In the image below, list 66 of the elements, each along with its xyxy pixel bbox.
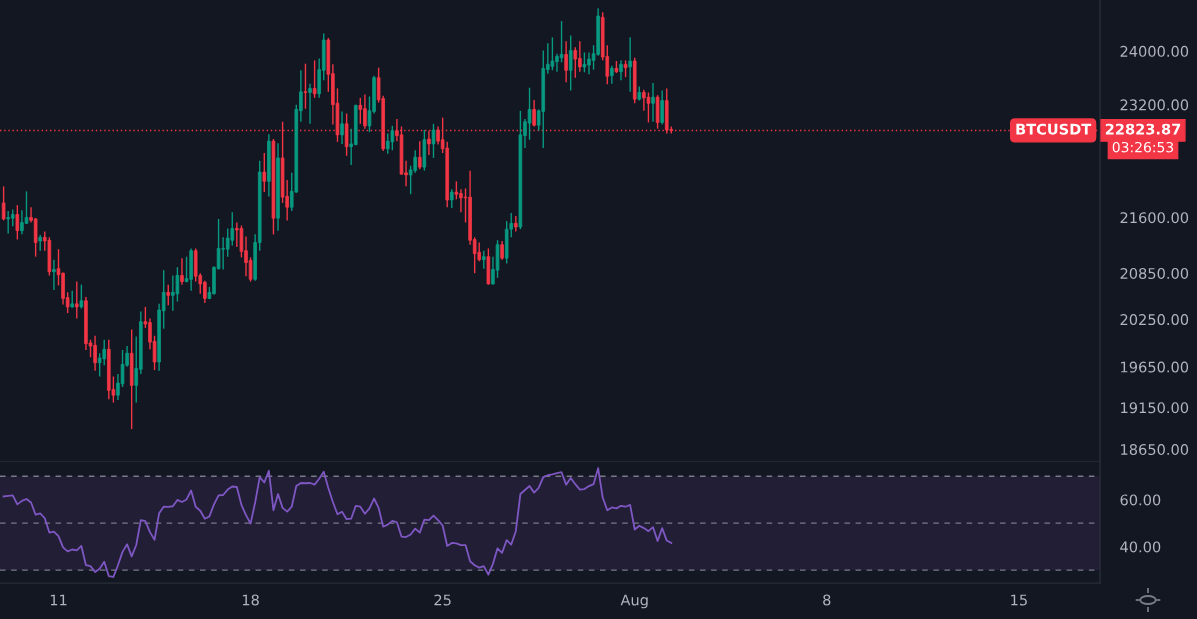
candlestick bbox=[431, 123, 436, 159]
candlestick bbox=[102, 339, 107, 366]
candlestick bbox=[646, 91, 651, 124]
candlestick bbox=[340, 110, 344, 145]
candlestick bbox=[417, 140, 422, 170]
candlestick bbox=[514, 215, 518, 233]
y-tick-label: 19150.00 bbox=[1121, 402, 1189, 414]
candlestick bbox=[390, 125, 395, 151]
candlestick bbox=[500, 240, 504, 261]
candlestick bbox=[559, 20, 564, 64]
candlestick bbox=[33, 217, 38, 258]
candlestick bbox=[582, 51, 587, 74]
candlestick bbox=[385, 132, 390, 155]
x-tick-label: 15 bbox=[1011, 594, 1027, 606]
candlestick bbox=[52, 258, 56, 291]
candlestick bbox=[166, 283, 171, 307]
ref-line-label: BTCUSDT bbox=[1016, 123, 1092, 135]
x-tick-label: 11 bbox=[50, 594, 67, 606]
text: 03:26:53 bbox=[1112, 141, 1174, 153]
candlestick bbox=[303, 62, 308, 110]
candlestick bbox=[239, 224, 244, 259]
y-tick-label: 20850.00 bbox=[1120, 267, 1189, 279]
candlestick bbox=[527, 87, 532, 141]
candlestick bbox=[15, 204, 20, 241]
candlestick bbox=[308, 82, 312, 125]
candlestick bbox=[171, 274, 175, 312]
candlestick bbox=[628, 36, 632, 93]
y-tick-label: 20250.00 bbox=[1120, 314, 1189, 326]
candlestick bbox=[482, 249, 486, 270]
line-series bbox=[2, 467, 673, 578]
candlestick bbox=[610, 64, 614, 85]
candlestick bbox=[413, 149, 417, 174]
candlestick bbox=[477, 241, 482, 262]
y-tick-label: 21600.00 bbox=[1120, 212, 1189, 224]
candlestick bbox=[230, 211, 235, 247]
candlestick bbox=[235, 221, 239, 248]
y-tick-label: 40.00 bbox=[1120, 541, 1161, 553]
y-tick-label: 24000.00 bbox=[1120, 45, 1189, 57]
y-tick-label: 18650.00 bbox=[1121, 443, 1189, 456]
candlestick bbox=[1, 185, 6, 222]
candlestick bbox=[573, 46, 578, 79]
candlestick bbox=[450, 188, 454, 209]
candlestick bbox=[642, 89, 646, 112]
y-tick-label: 23200.00 bbox=[1120, 99, 1189, 111]
candlestick bbox=[532, 99, 536, 128]
candlestick bbox=[344, 112, 349, 157]
candlestick bbox=[312, 59, 317, 99]
candlestick bbox=[550, 36, 555, 72]
candlestick bbox=[651, 82, 655, 123]
text: 22823.87 bbox=[1105, 123, 1181, 135]
candlestick bbox=[660, 89, 664, 126]
candlestick bbox=[358, 97, 363, 125]
candlestick bbox=[225, 227, 230, 258]
y-tick-label: 19650.00 bbox=[1121, 361, 1189, 373]
x-tick-label: 25 bbox=[434, 594, 451, 606]
candlestick bbox=[262, 152, 267, 193]
candlestick bbox=[619, 59, 623, 82]
candlestick bbox=[564, 40, 568, 84]
x-tick-label: 18 bbox=[242, 594, 259, 606]
x-tick-label: Aug bbox=[620, 594, 648, 609]
candlestick bbox=[97, 352, 102, 378]
candlestick bbox=[568, 34, 573, 92]
x-tick-label: 8 bbox=[823, 594, 831, 606]
y-tick-label: 60.00 bbox=[1120, 494, 1161, 506]
candlestick bbox=[180, 257, 184, 286]
candlestick bbox=[75, 280, 79, 320]
